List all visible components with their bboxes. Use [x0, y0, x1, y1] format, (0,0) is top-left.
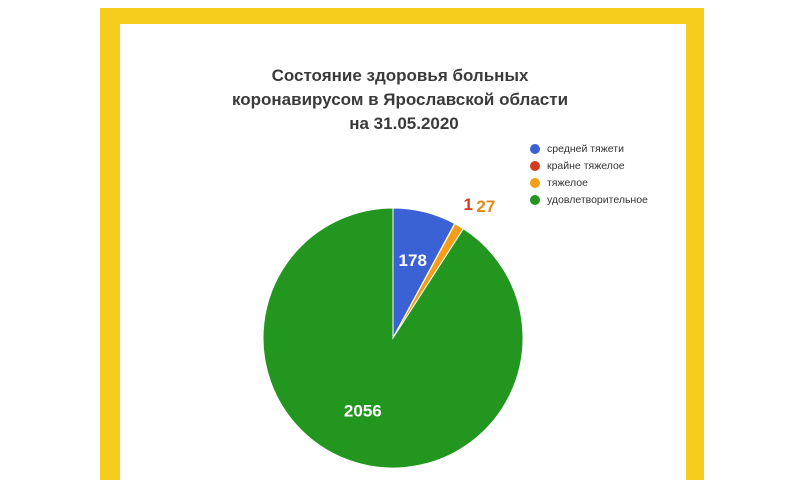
legend-swatch-critical [530, 160, 540, 171]
legend-item-critical: крайне тяжелое [530, 157, 648, 174]
title-line-3: на 31.05.2020 [349, 114, 459, 133]
pie-slice-satisfactory [262, 207, 524, 469]
legend-item-severe: тяжелое [530, 174, 648, 191]
pie-label-critical: 1 [464, 195, 473, 214]
legend-swatch-moderate [530, 143, 540, 154]
pie-label-severe: 27 [476, 197, 495, 216]
pie-label-satisfactory: 2056 [344, 402, 382, 421]
legend-swatch-satisfactory [530, 194, 540, 205]
pie-labels: 178 1 27 2056 [344, 195, 495, 421]
chart-title: Состояние здоровья больных коронавирусом… [0, 64, 800, 136]
legend-item-satisfactory: удовлетворительное [530, 191, 648, 208]
chart-legend: средней тяжети крайне тяжелое тяжелое уд… [530, 140, 648, 208]
title-line-1: Состояние здоровья больных [271, 66, 529, 85]
legend-label-severe: тяжелое [547, 176, 588, 189]
pie-label-moderate: 178 [399, 251, 427, 270]
pie-slices [262, 207, 524, 469]
legend-label-moderate: средней тяжети [547, 142, 624, 155]
legend-label-critical: крайне тяжелое [547, 159, 625, 172]
legend-label-satisfactory: удовлетворительное [547, 193, 648, 206]
legend-item-moderate: средней тяжети [530, 140, 648, 157]
legend-swatch-severe [530, 177, 540, 188]
title-line-2: коронавирусом в Ярославской области [231, 90, 569, 109]
